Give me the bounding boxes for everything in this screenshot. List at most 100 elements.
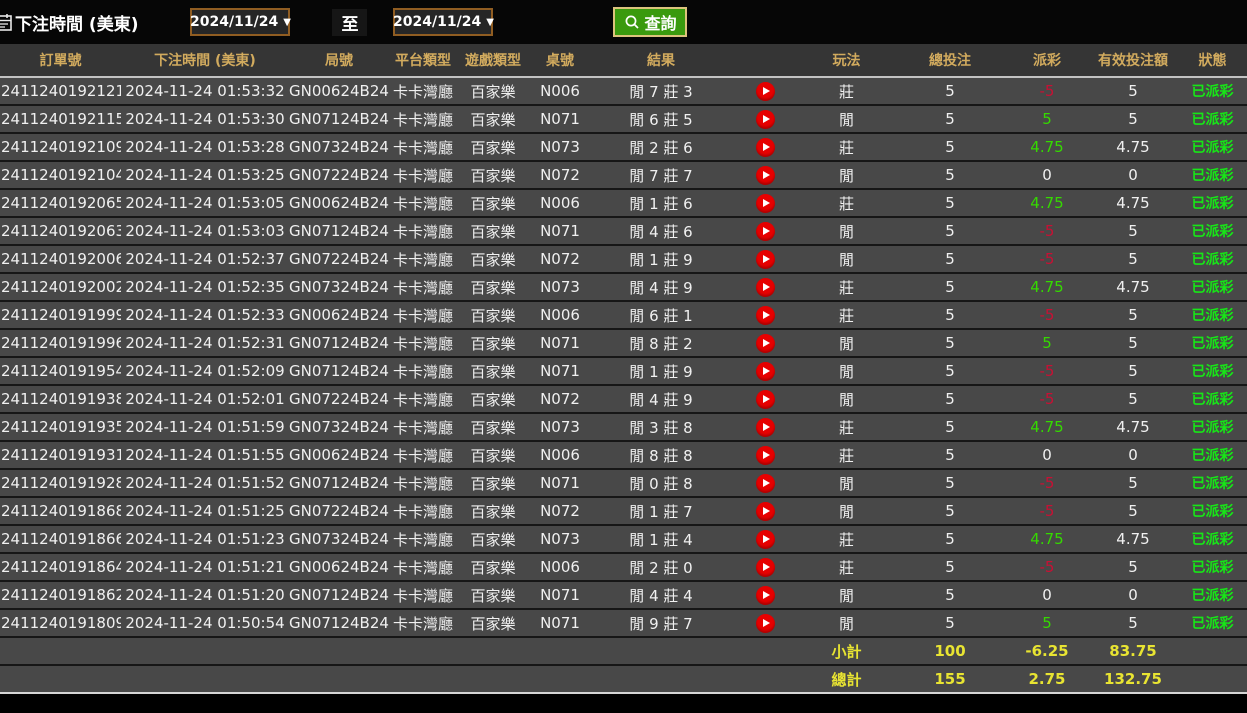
result-cell: 閒 1 莊 9 — [591, 244, 731, 273]
play-type-cell: 閒 — [799, 216, 894, 245]
game-type-cell: 百家樂 — [457, 524, 529, 553]
replay-play-icon[interactable] — [755, 529, 775, 549]
total-bet-cell: 5 — [894, 104, 1006, 133]
bet-record-row: 241124019200666 2024-11-24 01:52:37 GN07… — [0, 244, 1247, 273]
replay-play-icon[interactable] — [755, 109, 775, 129]
order-number-cell: 241124019180908 — [0, 608, 121, 637]
order-number-cell: 241124019200666 — [0, 244, 121, 273]
play-type-cell: 閒 — [799, 328, 894, 357]
table-number-cell: N071 — [529, 328, 591, 357]
play-type-cell: 閒 — [799, 580, 894, 609]
game-type-cell: 百家樂 — [457, 216, 529, 245]
valid-bet-cell: 4.75 — [1088, 132, 1178, 161]
bet-time-cell: 2024-11-24 01:52:33 — [121, 300, 289, 329]
subtotal-payout: -6.25 — [1006, 636, 1088, 665]
round-number-cell: GN07324B2404H — [289, 272, 389, 301]
table-number-cell: N071 — [529, 608, 591, 637]
chevron-down-icon: ▼ — [283, 16, 291, 28]
subtotal-row: 小計 100 -6.25 83.75 — [0, 636, 1247, 665]
table-number-cell: N071 — [529, 104, 591, 133]
order-number-cell: 241124019210490 — [0, 160, 121, 189]
round-number-cell: GN07224B24049 — [289, 244, 389, 273]
bet-time-cell: 2024-11-24 01:52:01 — [121, 384, 289, 413]
payout-cell: 4.75 — [1006, 188, 1088, 217]
platform-type-cell: 卡卡灣廳 — [389, 160, 457, 189]
status-badge: 已派彩 — [1178, 608, 1247, 637]
col-header-replay — [731, 44, 799, 78]
grand-total-spacer — [0, 664, 799, 694]
date-from-value: 2024/11/24 — [190, 14, 279, 30]
total-bet-cell: 5 — [894, 580, 1006, 609]
replay-cell — [731, 300, 799, 329]
date-to-select[interactable]: 2024/11/24 ▼ — [393, 8, 494, 36]
bet-record-row: 241124019180908 2024-11-24 01:50:54 GN07… — [0, 608, 1247, 637]
round-number-cell: GN07124B2406C — [289, 328, 389, 357]
bet-time-cell: 2024-11-24 01:52:37 — [121, 244, 289, 273]
replay-play-icon[interactable] — [755, 417, 775, 437]
query-button[interactable]: 查詢 — [613, 7, 688, 37]
replay-play-icon[interactable] — [755, 333, 775, 353]
replay-play-icon[interactable] — [755, 193, 775, 213]
round-number-cell: GN07224B24048 — [289, 384, 389, 413]
result-cell: 閒 4 莊 4 — [591, 580, 731, 609]
status-badge: 已派彩 — [1178, 188, 1247, 217]
valid-bet-cell: 0 — [1088, 160, 1178, 189]
platform-type-cell: 卡卡灣廳 — [389, 104, 457, 133]
replay-play-icon[interactable] — [755, 585, 775, 605]
play-type-cell: 莊 — [799, 77, 894, 105]
order-number-cell: 241124019212178 — [0, 77, 121, 105]
valid-bet-cell: 5 — [1088, 468, 1178, 497]
bet-record-row: 241124019212178 2024-11-24 01:53:32 GN00… — [0, 77, 1247, 105]
replay-play-icon[interactable] — [755, 613, 775, 633]
bet-record-row: 241124019206351 2024-11-24 01:53:03 GN07… — [0, 216, 1247, 245]
table-number-cell: N072 — [529, 244, 591, 273]
replay-cell — [731, 160, 799, 189]
replay-play-icon[interactable] — [755, 165, 775, 185]
replay-play-icon[interactable] — [755, 445, 775, 465]
round-number-cell: GN07224B2404A — [289, 160, 389, 189]
platform-type-cell: 卡卡灣廳 — [389, 244, 457, 273]
game-type-cell: 百家樂 — [457, 468, 529, 497]
payout-cell: 4.75 — [1006, 272, 1088, 301]
order-number-cell: 241124019186859 — [0, 496, 121, 525]
replay-play-icon[interactable] — [755, 361, 775, 381]
bet-time-cell: 2024-11-24 01:53:28 — [121, 132, 289, 161]
play-type-cell: 閒 — [799, 496, 894, 525]
replay-play-icon[interactable] — [755, 305, 775, 325]
order-number-cell: 241124019193572 — [0, 412, 121, 441]
status-badge: 已派彩 — [1178, 552, 1247, 581]
replay-play-icon[interactable] — [755, 389, 775, 409]
bet-time-cell: 2024-11-24 01:52:31 — [121, 328, 289, 357]
result-cell: 閒 4 莊 9 — [591, 384, 731, 413]
round-number-cell: GN07124B2406B — [289, 356, 389, 385]
replay-play-icon[interactable] — [755, 277, 775, 297]
date-from-select[interactable]: 2024/11/24 ▼ — [190, 8, 291, 36]
grand-total-label: 總計 — [799, 664, 894, 694]
game-type-cell: 百家樂 — [457, 440, 529, 469]
replay-cell — [731, 188, 799, 217]
replay-cell — [731, 384, 799, 413]
platform-type-cell: 卡卡灣廳 — [389, 328, 457, 357]
query-toolbar: 下注時間 (美東) 2024/11/24 ▼ 至 2024/11/24 ▼ 查詢 — [0, 0, 1247, 44]
platform-type-cell: 卡卡灣廳 — [389, 608, 457, 637]
status-badge: 已派彩 — [1178, 384, 1247, 413]
round-number-cell: GN07124B2406A — [289, 468, 389, 497]
replay-play-icon[interactable] — [755, 137, 775, 157]
payout-cell: -5 — [1006, 384, 1088, 413]
replay-play-icon[interactable] — [755, 473, 775, 493]
date-to-value: 2024/11/24 — [393, 14, 482, 30]
col-header-total-bet: 總投注 — [894, 44, 1006, 78]
bet-time-cell: 2024-11-24 01:51:20 — [121, 580, 289, 609]
replay-play-icon[interactable] — [755, 81, 775, 101]
platform-type-cell: 卡卡灣廳 — [389, 552, 457, 581]
bet-record-row: 241124019193843 2024-11-24 01:52:01 GN07… — [0, 384, 1247, 413]
replay-play-icon[interactable] — [755, 221, 775, 241]
replay-play-icon[interactable] — [755, 249, 775, 269]
round-number-cell: GN07324B2404I — [289, 132, 389, 161]
order-number-cell: 241124019200234 — [0, 272, 121, 301]
replay-play-icon[interactable] — [755, 557, 775, 577]
replay-play-icon[interactable] — [755, 501, 775, 521]
valid-bet-cell: 5 — [1088, 300, 1178, 329]
table-number-cell: N071 — [529, 468, 591, 497]
payout-cell: -5 — [1006, 216, 1088, 245]
